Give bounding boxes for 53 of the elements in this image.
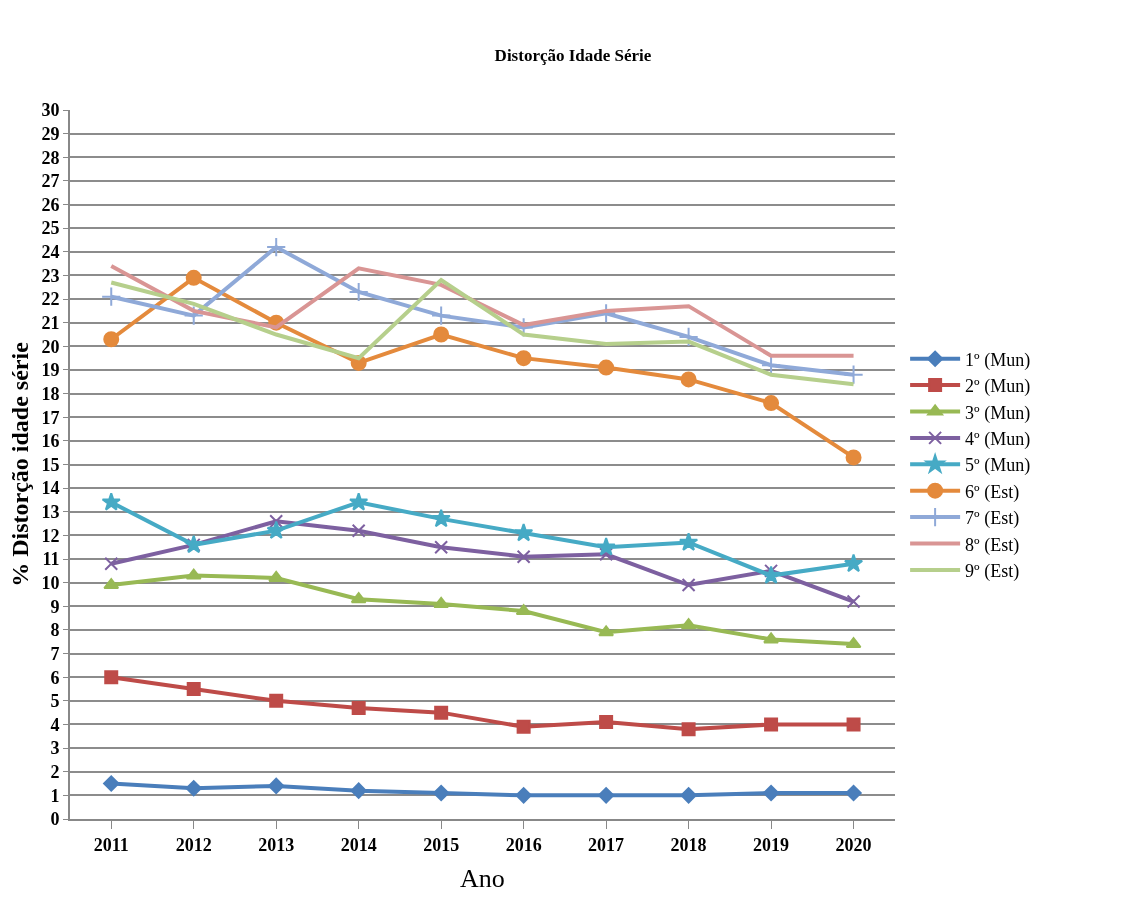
y-tick-label: 26 — [41, 194, 60, 215]
y-tick-label: 12 — [41, 525, 60, 546]
y-tick-label: 6 — [50, 667, 60, 688]
legend-label: 9º (Est) — [965, 560, 1020, 582]
legend-label: 3º (Mun) — [965, 402, 1031, 424]
legend-label: 8º (Est) — [965, 534, 1020, 556]
x-tick-label: 2013 — [258, 834, 295, 855]
y-tick-label: 11 — [42, 549, 60, 570]
legend-label: 4º (Mun) — [965, 428, 1031, 450]
y-tick-label: 10 — [41, 572, 60, 593]
chart-title: Distorção Idade Série — [494, 46, 652, 66]
y-axis-title: % Distorção idade série — [7, 341, 33, 587]
x-tick-label: 2012 — [175, 834, 212, 855]
y-tick-label: 16 — [41, 431, 60, 452]
legend-label: 7º (Est) — [965, 508, 1020, 530]
y-tick-label: 27 — [41, 171, 60, 192]
y-tick-label: 25 — [41, 218, 60, 239]
y-tick-label: 9 — [50, 596, 60, 617]
y-tick-label: 2 — [50, 762, 60, 783]
y-tick-label: 19 — [41, 360, 60, 381]
y-tick-label: 17 — [41, 407, 60, 428]
x-tick-label: 2016 — [505, 834, 542, 855]
x-tick-label: 2019 — [753, 834, 790, 855]
y-tick-label: 20 — [41, 336, 60, 357]
x-tick-label: 2014 — [340, 834, 377, 855]
y-tick-label: 21 — [41, 313, 60, 333]
legend-label: 6º (Est) — [965, 481, 1020, 503]
y-tick-label: 30 — [41, 100, 60, 121]
legend-label: 1º (Mun) — [965, 349, 1031, 371]
x-axis-title: Ano — [460, 863, 505, 893]
y-tick-label: 18 — [41, 383, 60, 404]
y-tick-label: 24 — [41, 242, 60, 263]
x-tick-label: 2018 — [670, 834, 707, 855]
y-tick-label: 13 — [41, 502, 60, 523]
y-tick-label: 5 — [50, 691, 60, 712]
y-tick-label: 29 — [41, 123, 60, 144]
y-tick-label: 28 — [41, 147, 60, 168]
x-tick-label: 2017 — [588, 834, 625, 855]
y-tick-label: 4 — [50, 714, 60, 735]
legend-label: 2º (Mun) — [965, 376, 1031, 398]
legend-label: 5º (Mun) — [965, 455, 1031, 477]
y-tick-label: 15 — [41, 454, 60, 475]
y-tick-label: 23 — [41, 265, 60, 286]
y-tick-label: 3 — [50, 738, 60, 759]
y-tick-label: 0 — [50, 809, 60, 830]
y-tick-label: 1 — [50, 785, 60, 806]
y-tick-label: 22 — [41, 289, 60, 310]
x-tick-label: 2011 — [93, 834, 129, 855]
y-tick-label: 14 — [41, 478, 60, 499]
x-tick-label: 2015 — [423, 834, 460, 855]
y-tick-label: 8 — [50, 620, 60, 641]
x-tick-label: 2020 — [835, 834, 872, 855]
y-tick-label: 7 — [50, 643, 60, 664]
